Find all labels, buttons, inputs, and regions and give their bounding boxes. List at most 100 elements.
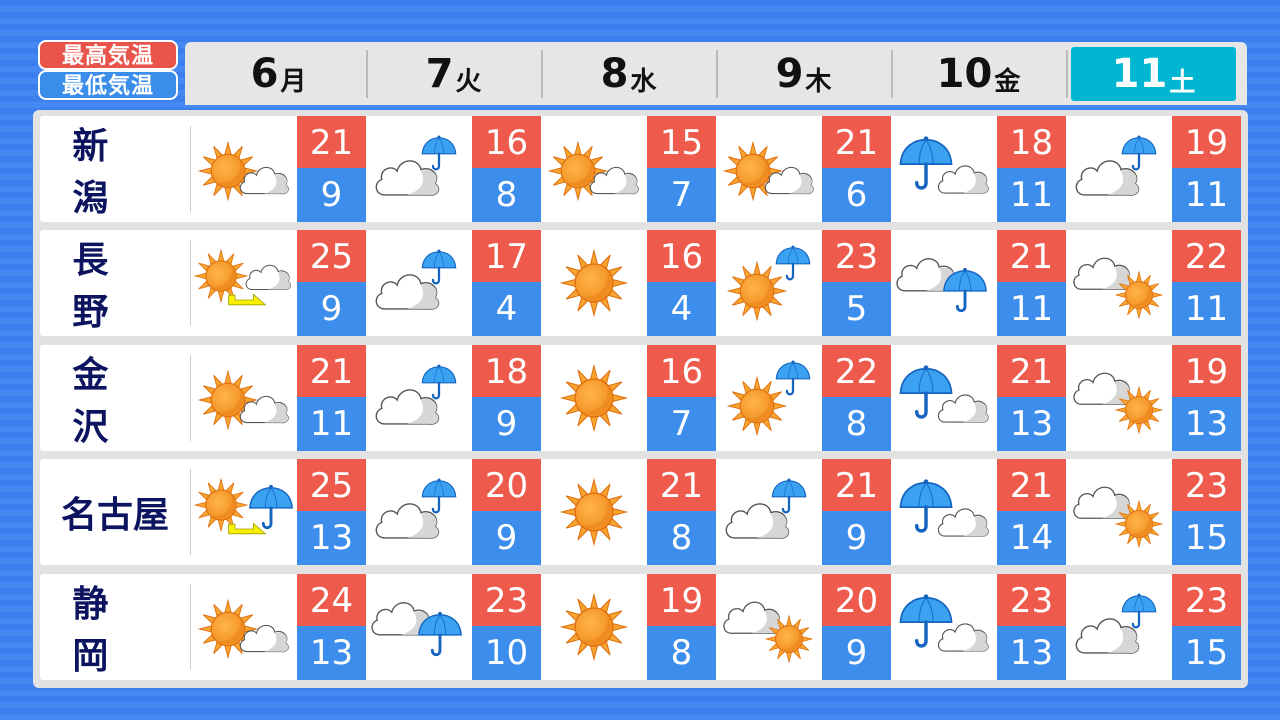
min-temp: 11 [997, 282, 1066, 336]
sun-icon [194, 249, 248, 303]
min-temp: 13 [997, 626, 1066, 680]
cloud-icon [937, 165, 989, 194]
cloudy-sunny-icon [1066, 459, 1172, 565]
city-row: 新潟 21 9 16 8 15 7 21 6 18 11 19 11 [40, 116, 1241, 222]
divider [190, 469, 191, 555]
weekday: 火 [455, 67, 482, 97]
sunny-icon [541, 459, 647, 565]
min-temp: 9 [472, 397, 541, 451]
weekday: 月 [280, 67, 307, 97]
divider [190, 240, 191, 326]
max-temp: 23 [1172, 574, 1241, 626]
sunny-cloudy-icon [541, 116, 647, 222]
city-name: 長野 [72, 240, 141, 333]
max-temp: 17 [472, 230, 541, 282]
umbrella-icon [421, 248, 457, 285]
min-temp: 9 [822, 511, 891, 565]
max-temp: 19 [1172, 345, 1241, 397]
umbrella-icon [775, 244, 811, 281]
max-temp: 21 [647, 459, 716, 511]
min-temp: 13 [297, 626, 366, 680]
cloudy-rain-large-icon [366, 574, 472, 680]
max-temp: 22 [1172, 230, 1241, 282]
sunny-cloudy-icon [716, 116, 822, 222]
rain-cloudy-icon [891, 574, 997, 680]
day-number: 6 [250, 50, 279, 97]
day-number: 9 [775, 50, 804, 97]
day-number: 11 [1111, 51, 1168, 97]
sunny-icon [541, 345, 647, 451]
max-temp: 21 [297, 116, 366, 168]
min-temp: 7 [647, 397, 716, 451]
weekday: 木 [805, 67, 832, 97]
umbrella-icon [771, 477, 807, 514]
cloud-icon [937, 623, 989, 652]
min-temp: 8 [647, 511, 716, 565]
umbrella-icon [775, 359, 811, 396]
max-temp: 19 [1172, 116, 1241, 168]
day-number: 7 [425, 50, 454, 97]
cloud-icon [375, 274, 440, 310]
sunny-cloudy-icon [191, 116, 297, 222]
cloudy-rain-icon [1066, 574, 1172, 680]
cloudy-rain-icon [366, 230, 472, 336]
max-temp: 22 [822, 345, 891, 397]
cloud-icon [1075, 618, 1140, 654]
max-temp: 15 [647, 116, 716, 168]
max-temp: 18 [472, 345, 541, 397]
min-temp: 11 [997, 168, 1066, 222]
umbrella-icon [1121, 134, 1157, 171]
max-temp: 20 [472, 459, 541, 511]
min-temp: 10 [472, 626, 541, 680]
max-temp: 23 [472, 574, 541, 626]
cloud-icon [375, 503, 440, 539]
cloudy-sunny-icon [716, 574, 822, 680]
max-temp: 21 [997, 459, 1066, 511]
min-temp: 6 [822, 168, 891, 222]
max-temp: 16 [647, 345, 716, 397]
umbrella-icon [421, 363, 457, 400]
arrow-icon [228, 293, 266, 306]
max-temp: 20 [822, 574, 891, 626]
min-temp: 15 [1172, 626, 1241, 680]
sun-icon [561, 594, 627, 660]
sunny-icon [541, 230, 647, 336]
sun-icon [727, 261, 787, 321]
sunny-rain-icon [716, 345, 822, 451]
max-temp: 16 [647, 230, 716, 282]
cloud-icon [245, 264, 292, 291]
rain-cloudy-icon [891, 116, 997, 222]
header-divider [366, 50, 368, 98]
sun-icon [561, 365, 627, 431]
rain-cloudy-icon [891, 459, 997, 565]
header-divider [891, 50, 893, 98]
umbrella-icon [421, 134, 457, 171]
date-header: 6 月 7 火 8 水 9 木 10 金 11 土 [185, 42, 1247, 105]
day-header-5: 11 土 [1071, 47, 1236, 101]
umbrella-icon [1121, 592, 1157, 629]
header-divider [541, 50, 543, 98]
cloud-icon [375, 160, 440, 196]
cloudy-rain-large-icon [891, 230, 997, 336]
min-temp: 13 [997, 397, 1066, 451]
city-row: 名古屋 25 13 20 9 21 8 21 9 21 14 23 15 [40, 459, 1241, 565]
sun-icon [561, 479, 627, 545]
rain-cloudy-icon [891, 345, 997, 451]
max-temp: 21 [822, 459, 891, 511]
max-temp: 23 [1172, 459, 1241, 511]
max-temp: 21 [822, 116, 891, 168]
max-temp: 16 [472, 116, 541, 168]
min-temp: 9 [297, 282, 366, 336]
min-temp: 9 [822, 626, 891, 680]
max-temp: 25 [297, 459, 366, 511]
sun-icon [727, 376, 787, 436]
cloudy-rain-icon [366, 116, 472, 222]
divider [190, 355, 191, 441]
min-temp: 11 [1172, 282, 1241, 336]
min-temp: 14 [997, 511, 1066, 565]
divider [190, 126, 191, 212]
